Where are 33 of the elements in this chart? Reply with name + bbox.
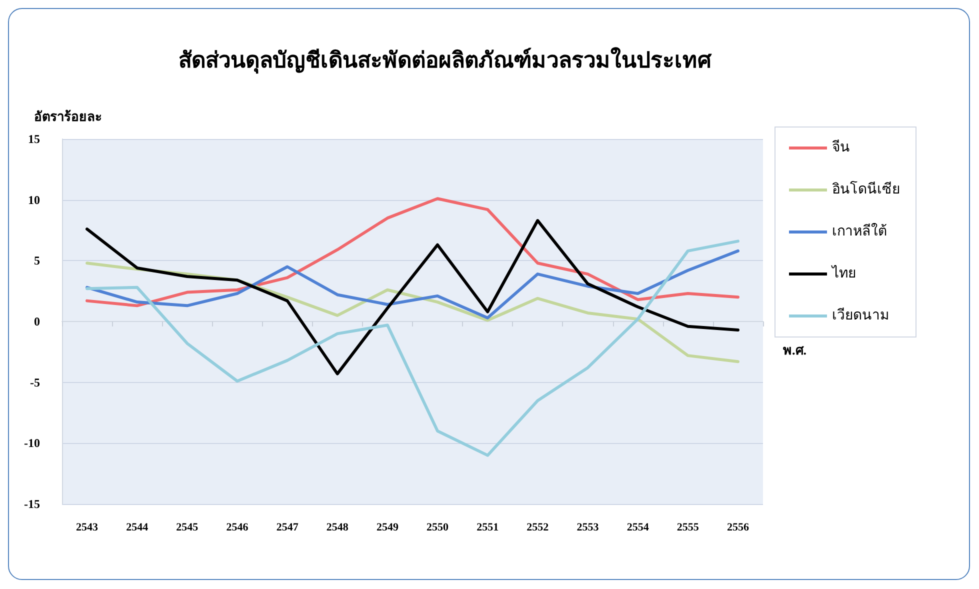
- y-tick-label: -15: [24, 497, 40, 511]
- legend-label: จีน: [832, 140, 850, 156]
- y-tick-label: 15: [28, 132, 40, 146]
- x-tick-label: 2543: [76, 522, 99, 534]
- x-tick-label: 2544: [126, 522, 149, 534]
- legend-label: ไทย: [831, 264, 856, 282]
- line-series: [86, 240, 740, 457]
- legend-label: เกาหลีใต้: [832, 222, 887, 240]
- x-tick-label: 2555: [676, 522, 700, 534]
- y-axis-title: อัตราร้อยละ: [34, 109, 102, 124]
- x-tick-label: 2553: [576, 522, 600, 534]
- y-tick-label: -5: [30, 375, 40, 390]
- legend-label: อินโดนีเซีย: [832, 180, 900, 198]
- line-series: [86, 219, 740, 376]
- chart-title: สัดส่วนดุลบัญชีเดินสะพัดต่อผลิตภัณฑ์มวลรวมในประเทศ: [178, 46, 712, 74]
- x-tick-label: 2546: [226, 522, 249, 534]
- line-series: [86, 197, 740, 308]
- y-tick-label: 5: [34, 254, 40, 268]
- legend-label: เวียดนาม: [832, 308, 889, 324]
- x-tick-label: 2551: [476, 522, 499, 534]
- x-tick-label: 2550: [426, 522, 450, 534]
- x-axis-title: พ.ศ.: [783, 342, 806, 358]
- y-tick-label: -10: [24, 436, 40, 450]
- line-series: [86, 249, 740, 320]
- y-tick-label: 10: [28, 192, 40, 207]
- x-tick-label: 2552: [526, 522, 550, 534]
- x-tick-label: 2549: [376, 522, 399, 534]
- x-tick-label: 2554: [626, 522, 650, 534]
- x-tick-label: 2547: [276, 522, 299, 534]
- x-tick-label: 2545: [176, 522, 199, 534]
- y-tick-label: 0: [34, 314, 40, 328]
- x-tick-label: 2556: [726, 522, 750, 534]
- x-tick-label: 2548: [326, 522, 349, 534]
